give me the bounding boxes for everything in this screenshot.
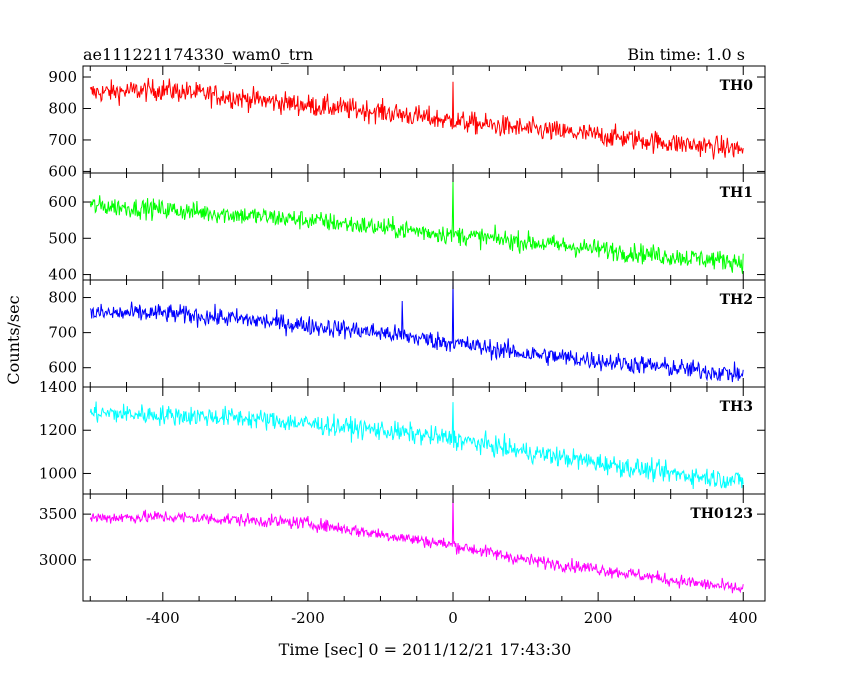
- y-tick-label: 600: [48, 162, 77, 180]
- y-tick-label: 3000: [39, 551, 77, 569]
- panel-th0: 600 700 800 900 TH0: [48, 65, 766, 180]
- series-label-th3: TH3: [720, 399, 753, 415]
- series-label-th0: TH0: [720, 78, 754, 94]
- series-line-th3: [89, 401, 744, 490]
- y-tick-label: 400: [48, 266, 77, 284]
- x-tick-label: 400: [729, 609, 758, 627]
- y-tick-label: 500: [48, 229, 77, 247]
- bin-time-label: Bin time: 1.0 s: [627, 45, 745, 64]
- x-tick-label: 200: [584, 609, 613, 627]
- y-tick-label: 800: [48, 289, 77, 307]
- panel-th2: 600 700 800 TH2: [48, 279, 766, 388]
- y-tick-label: 900: [48, 68, 77, 86]
- panel-frame: [82, 65, 766, 174]
- y-tick-label: 600: [48, 359, 77, 377]
- series-line-th0: [89, 77, 744, 160]
- panel-frame: [82, 493, 766, 602]
- panel-frame: [82, 279, 766, 388]
- x-axis-label: Time [sec] 0 = 2011/12/21 17:43:30: [279, 640, 572, 659]
- series-label-th1: TH1: [720, 185, 753, 201]
- panel-th0123: 3000 3500 -400 -200 0 200 400 TH0123: [39, 493, 766, 627]
- panel-frame: [82, 172, 766, 281]
- panel-th1: 400 500 600 TH1: [48, 172, 766, 284]
- y-tick-label: 700: [48, 324, 77, 342]
- chart-title: ae111221174330_wam0_trn: [83, 45, 313, 64]
- x-tick-label: -200: [291, 609, 325, 627]
- series-label-th0123: TH0123: [690, 506, 753, 522]
- series-line-th1: [89, 180, 744, 274]
- series-line-th0123: [89, 495, 744, 594]
- series-label-th2: TH2: [720, 292, 753, 308]
- y-tick-label: 1200: [39, 421, 77, 439]
- y-tick-label: 700: [48, 131, 77, 149]
- panel-th3: 1000 1200 1400 TH3: [39, 378, 766, 495]
- y-tick-label: 800: [48, 99, 77, 117]
- y-tick-label: 600: [48, 193, 77, 211]
- x-tick-label: -400: [146, 609, 180, 627]
- x-tick-label: 0: [448, 609, 458, 627]
- y-tick-label: 1400: [39, 378, 77, 396]
- y-axis-label: Counts/sec: [4, 295, 23, 384]
- y-tick-label: 1000: [39, 464, 77, 482]
- series-line-th2: [89, 280, 744, 383]
- y-tick-label: 3500: [39, 505, 77, 523]
